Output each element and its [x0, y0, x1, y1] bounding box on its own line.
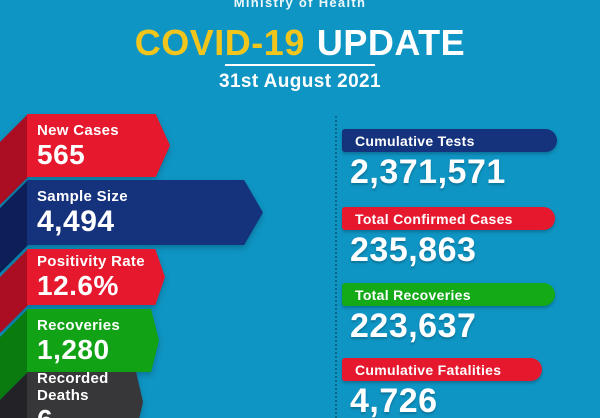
stat-pill: Total Recoveries [342, 283, 555, 306]
stat-label: Sample Size [37, 187, 128, 205]
stat-label: Positivity Rate [37, 253, 145, 271]
title-covid: COVID-19 [134, 22, 305, 63]
stat-label: Recorded Deaths [37, 369, 109, 404]
report-date: 31st August 2021 [219, 71, 381, 92]
stat-pill: Cumulative Tests [342, 129, 557, 152]
ribbon-body: New Cases 565 [27, 114, 170, 177]
dotted-divider-line [335, 116, 337, 418]
stat-label: Total Confirmed Cases [355, 210, 513, 227]
stat-label: New Cases [37, 121, 119, 139]
stat-value: 12.6% [37, 270, 119, 302]
title-update: UPDATE [316, 22, 466, 63]
ribbon-body: Sample Size 4,494 [27, 180, 263, 245]
stat-label: Recoveries [37, 316, 121, 334]
stat-pill: Cumulative Fatalities [342, 358, 542, 381]
stat-value: 4,726 [350, 382, 438, 418]
stat-value: 565 [37, 138, 86, 170]
ribbon-body: Recoveries 1,280 [27, 309, 159, 372]
stat-pill: Total Confirmed Cases [342, 207, 555, 230]
stat-value: 223,637 [350, 307, 477, 345]
ministry-name: Ministry of Health [233, 0, 367, 10]
title-divider [225, 64, 375, 66]
stat-group-cumulative-fatalities: Cumulative Fatalities 4,726 [342, 358, 542, 418]
stat-value: 235,863 [350, 231, 477, 269]
stat-group-cumulative-tests: Cumulative Tests 2,371,571 [342, 129, 557, 189]
stat-value: 2,371,571 [350, 153, 506, 191]
stat-label: Total Recoveries [355, 286, 471, 303]
ribbon-body: Recorded Deaths 6 [27, 372, 143, 418]
stat-value: 4,494 [37, 204, 115, 238]
stat-label: Cumulative Fatalities [355, 361, 502, 378]
stat-label: Cumulative Tests [355, 132, 475, 149]
stat-value: 1,280 [37, 333, 110, 365]
stat-group-total-confirmed-cases: Total Confirmed Cases 235,863 [342, 207, 555, 267]
page-title: COVID-19 UPDATE [0, 25, 600, 61]
stat-group-total-recoveries: Total Recoveries 223,637 [342, 283, 555, 343]
ribbon-body: Positivity Rate 12.6% [27, 249, 165, 305]
stat-value: 6 [37, 405, 143, 418]
